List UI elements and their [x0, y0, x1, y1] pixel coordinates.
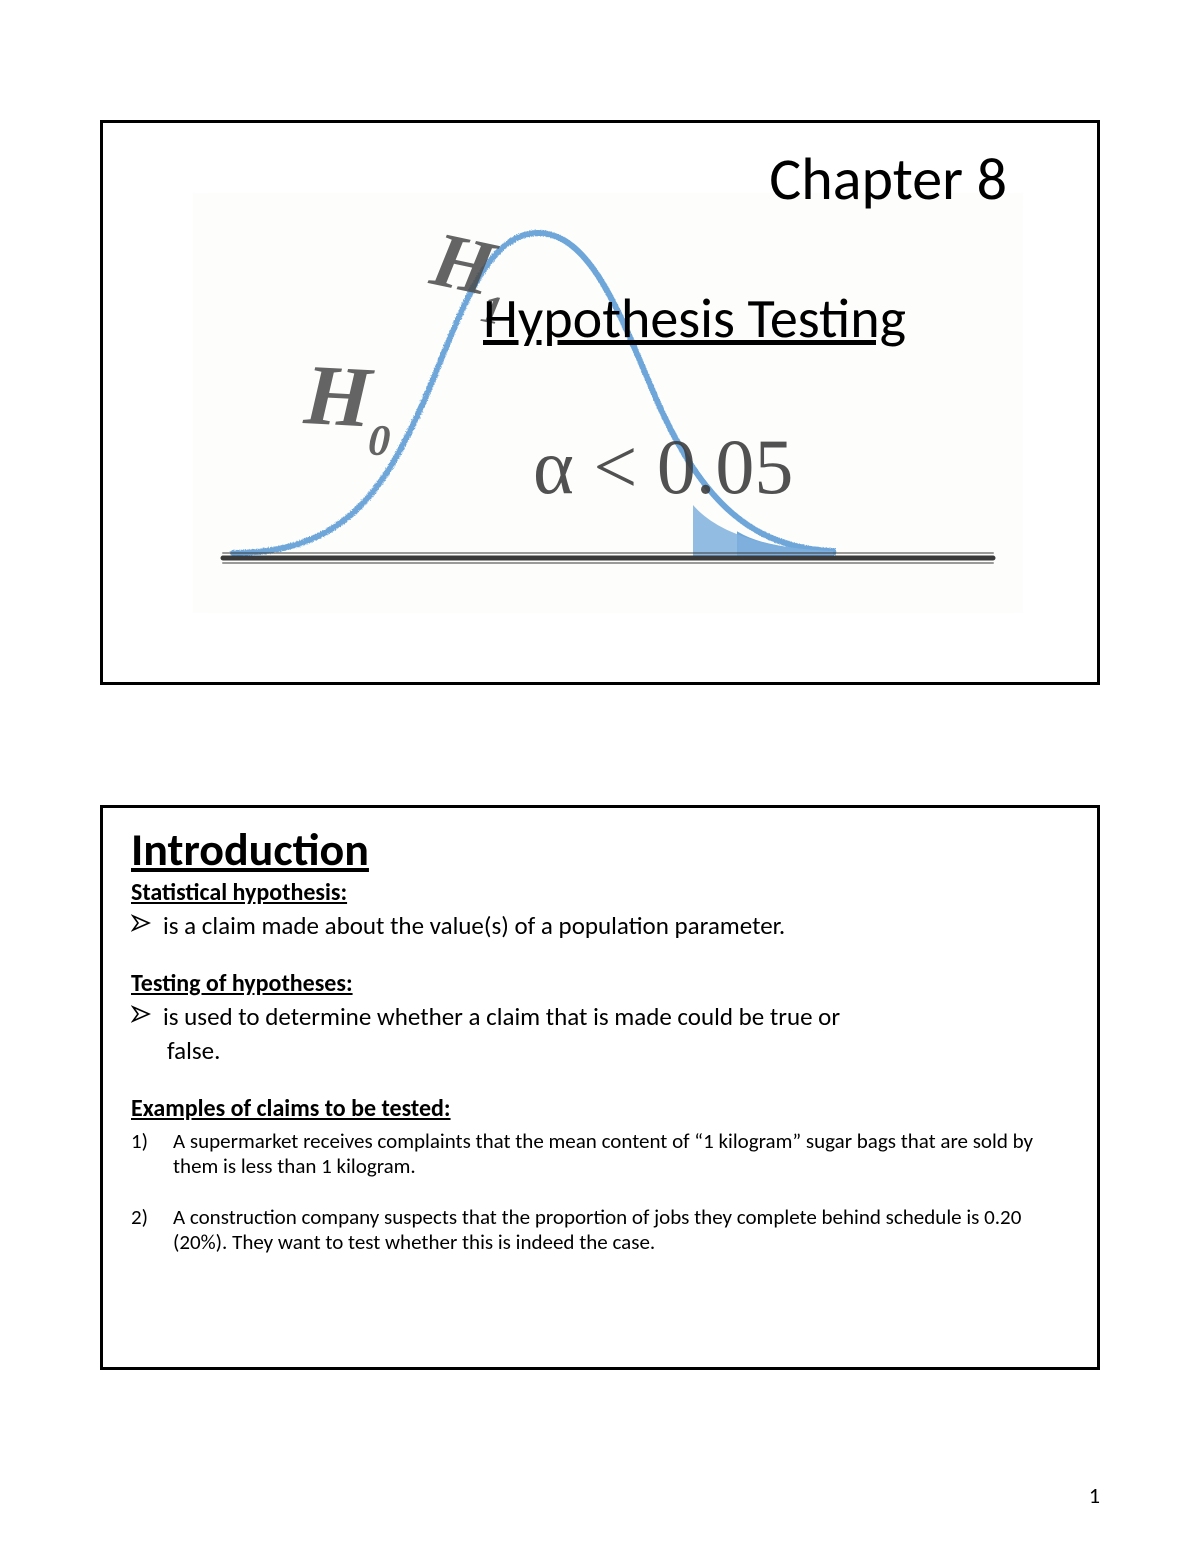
hypothesis-curve-illustration: H 1 H 0 α < 0.05	[193, 193, 1023, 613]
subhead-examples: Examples of claims to be tested:	[131, 1094, 1069, 1123]
chapter-number: Chapter 8	[769, 143, 1007, 216]
example-text: A construction company suspects that the…	[173, 1205, 1069, 1255]
example-number: 2)	[131, 1205, 155, 1230]
bullet-row: is a claim made about the value(s) of a …	[131, 909, 1069, 943]
example-number: 1)	[131, 1129, 155, 1154]
alpha-expression: α < 0.05	[533, 423, 793, 510]
bullet-text: is a claim made about the value(s) of a …	[163, 909, 785, 943]
subhead-testing-hypotheses: Testing of hypotheses:	[131, 969, 1069, 998]
h0-label: H	[301, 346, 377, 446]
slide-1: H 1 H 0 α < 0.05 Chapter 8 Hypothesis Te…	[100, 120, 1100, 685]
slide-2: Introduction Statistical hypothesis: is …	[100, 805, 1100, 1370]
bullet-arrow-icon	[131, 1003, 153, 1025]
slide2-heading: Introduction	[131, 826, 1069, 874]
example-item: 1) A supermarket receives complaints tha…	[131, 1129, 1069, 1179]
example-text: A supermarket receives complaints that t…	[173, 1129, 1069, 1179]
h0-subscript: 0	[367, 415, 392, 465]
subhead-statistical-hypothesis: Statistical hypothesis:	[131, 878, 1069, 907]
page: H 1 H 0 α < 0.05 Chapter 8 Hypothesis Te…	[0, 0, 1200, 1553]
bullet-text: is used to determine whether a claim tha…	[163, 1000, 840, 1034]
bullet-text-continuation: false.	[167, 1034, 1069, 1068]
page-number: 1	[1089, 1482, 1100, 1509]
bullet-row: is used to determine whether a claim tha…	[131, 1000, 1069, 1034]
example-item: 2) A construction company suspects that …	[131, 1205, 1069, 1255]
slide-title: Hypothesis Testing	[483, 285, 906, 353]
bullet-arrow-icon	[131, 912, 153, 934]
